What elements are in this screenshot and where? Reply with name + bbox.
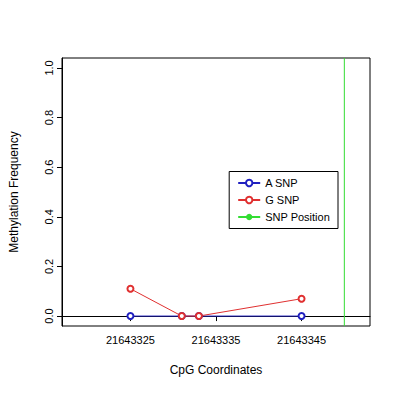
svg-text:Methylation Frequency: Methylation Frequency xyxy=(7,131,21,252)
svg-text:0.0: 0.0 xyxy=(43,308,55,323)
svg-text:21643335: 21643335 xyxy=(192,334,241,346)
svg-text:A SNP: A SNP xyxy=(265,177,297,189)
svg-text:CpG Coordinates: CpG Coordinates xyxy=(170,363,263,377)
svg-text:0.6: 0.6 xyxy=(43,160,55,175)
svg-text:1.0: 1.0 xyxy=(43,60,55,75)
svg-text:0.8: 0.8 xyxy=(43,110,55,125)
svg-text:G SNP: G SNP xyxy=(265,194,299,206)
svg-text:0.4: 0.4 xyxy=(43,209,55,224)
svg-text:SNP Position: SNP Position xyxy=(265,211,330,223)
svg-text:0.2: 0.2 xyxy=(43,259,55,274)
svg-text:21643325: 21643325 xyxy=(106,334,155,346)
svg-text:21643345: 21643345 xyxy=(277,334,326,346)
